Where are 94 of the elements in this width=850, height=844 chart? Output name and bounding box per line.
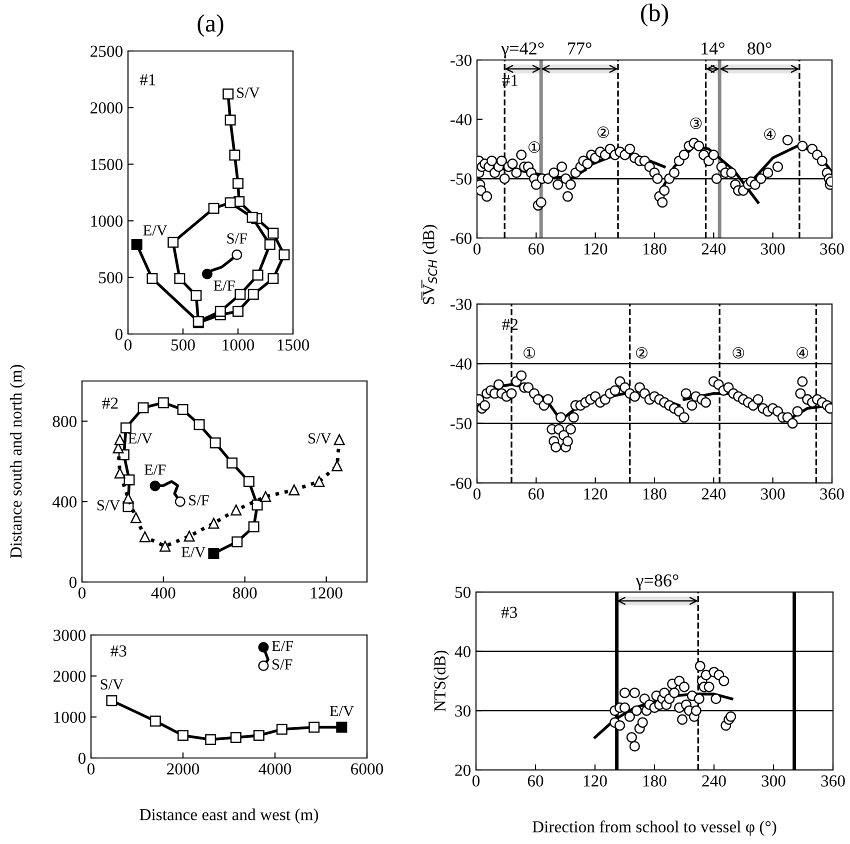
- annotation: ③: [732, 347, 744, 359]
- x-tick-label: 300: [761, 488, 785, 500]
- x-tick-label: 60: [528, 775, 544, 787]
- y-tick-label: 1000: [54, 712, 86, 723]
- x-tick-label: 60: [528, 243, 544, 255]
- annotation: E/V: [143, 225, 168, 236]
- y-tick-label: -40: [450, 114, 472, 126]
- annotation: S/F: [227, 233, 247, 244]
- y-tick-label: 0: [69, 576, 77, 588]
- x-tick-label: 180: [643, 775, 666, 787]
- annotation: #3: [110, 645, 126, 657]
- y-axis-title: S̅V̅$_{SCH}$ (dB): [421, 224, 438, 304]
- chart-title: (a): [198, 14, 224, 37]
- x-tick-label: 4000: [258, 763, 292, 775]
- y-tick-label: -30: [450, 298, 472, 310]
- x-axis-title: Direction from school to vessel φ (°): [532, 820, 776, 836]
- x-tick-label: 120: [584, 243, 608, 255]
- x-tick-label: 2000: [167, 763, 200, 775]
- x-tick-label: 300: [762, 775, 786, 787]
- y-tick-label: 1500: [91, 158, 123, 170]
- y-axis-title: Distance south and north (m): [10, 364, 25, 558]
- chart-title: (b): [641, 4, 668, 26]
- band-label: γ=86°: [636, 574, 678, 590]
- y-tick-label: 2000: [54, 670, 86, 682]
- y-tick-label: -30: [450, 54, 472, 66]
- x-tick-label: 120: [584, 775, 607, 787]
- x-tick-label: 360: [820, 243, 844, 255]
- annotation: #3: [501, 606, 518, 618]
- y-tick-label: -50: [450, 418, 472, 430]
- x-tick-label: 0: [473, 488, 481, 500]
- annotation: ④: [764, 128, 776, 140]
- annotation: #2: [102, 398, 118, 409]
- annotation: ②: [598, 126, 609, 138]
- y-tick-label: 3000: [54, 630, 86, 641]
- band-label: 77°: [568, 42, 592, 54]
- annotation: S/V: [97, 500, 120, 511]
- x-tick-label: 240: [702, 488, 726, 500]
- band-label: γ=42°: [501, 42, 544, 58]
- annotation: ③: [690, 118, 702, 129]
- annotation: E/F: [214, 280, 235, 291]
- x-tick-label: 500: [171, 339, 195, 351]
- y-tick-label: 500: [99, 272, 123, 284]
- x-tick-label: 0: [473, 243, 481, 255]
- x-tick-label: 180: [643, 243, 666, 255]
- annotation: E/F: [272, 640, 294, 652]
- y-tick-label: 800: [52, 416, 77, 428]
- y-tick-label: 20: [455, 764, 471, 776]
- annotation: S/F: [272, 659, 292, 670]
- x-tick-label: 1000: [222, 339, 254, 351]
- y-tick-label: 30: [455, 705, 471, 717]
- annotation: S/V: [237, 88, 260, 98]
- y-tick-label: -60: [450, 478, 472, 489]
- x-tick-label: 120: [584, 488, 608, 500]
- y-tick-label: 2000: [90, 102, 123, 114]
- y-tick-label: 50: [455, 586, 471, 598]
- y-tick-label: 400: [52, 496, 77, 508]
- x-tick-label: 240: [702, 775, 726, 787]
- x-tick-label: 800: [232, 587, 257, 599]
- x-tick-label: 1200: [311, 587, 342, 599]
- band-label: 80°: [748, 42, 772, 55]
- y-tick-label: 0: [78, 752, 86, 764]
- y-tick-label: 1000: [91, 216, 123, 227]
- x-tick-label: 360: [820, 488, 844, 500]
- annotation: S/F: [189, 495, 209, 506]
- x-tick-label: 180: [643, 488, 666, 500]
- annotation: ①: [528, 141, 540, 153]
- x-axis-title: Distance east and west (m): [140, 808, 318, 824]
- x-tick-label: 0: [472, 775, 480, 787]
- x-tick-label: 400: [151, 587, 176, 599]
- x-tick-label: 300: [761, 243, 785, 255]
- y-tick-label: 2500: [90, 46, 123, 57]
- y-axis-title: NTS(dB): [434, 650, 449, 712]
- y-tick-label: -50: [450, 173, 472, 185]
- y-tick-label: 40: [454, 646, 471, 658]
- x-tick-label: 240: [702, 243, 726, 255]
- annotation: #1: [140, 74, 156, 86]
- annotation: E/V: [182, 547, 206, 558]
- y-tick-label: -40: [450, 358, 472, 370]
- x-tick-label: 60: [528, 488, 544, 500]
- y-tick-label: -60: [450, 232, 472, 244]
- annotation: ①: [524, 347, 536, 359]
- annotation: E/V: [330, 706, 354, 716]
- y-tick-label: 0: [115, 328, 123, 340]
- annotation: S/V: [100, 679, 124, 690]
- x-tick-label: 6000: [351, 763, 384, 775]
- band-label: 14°: [702, 42, 724, 54]
- annotation: ④: [796, 347, 808, 359]
- x-tick-label: 360: [821, 775, 845, 787]
- x-tick-label: 1500: [278, 339, 310, 351]
- annotation: S/V: [308, 433, 332, 444]
- annotation: E/V: [128, 433, 152, 444]
- annotation: E/F: [144, 464, 166, 475]
- annotation: ②: [636, 347, 648, 359]
- x-tick-label: 0: [124, 339, 132, 351]
